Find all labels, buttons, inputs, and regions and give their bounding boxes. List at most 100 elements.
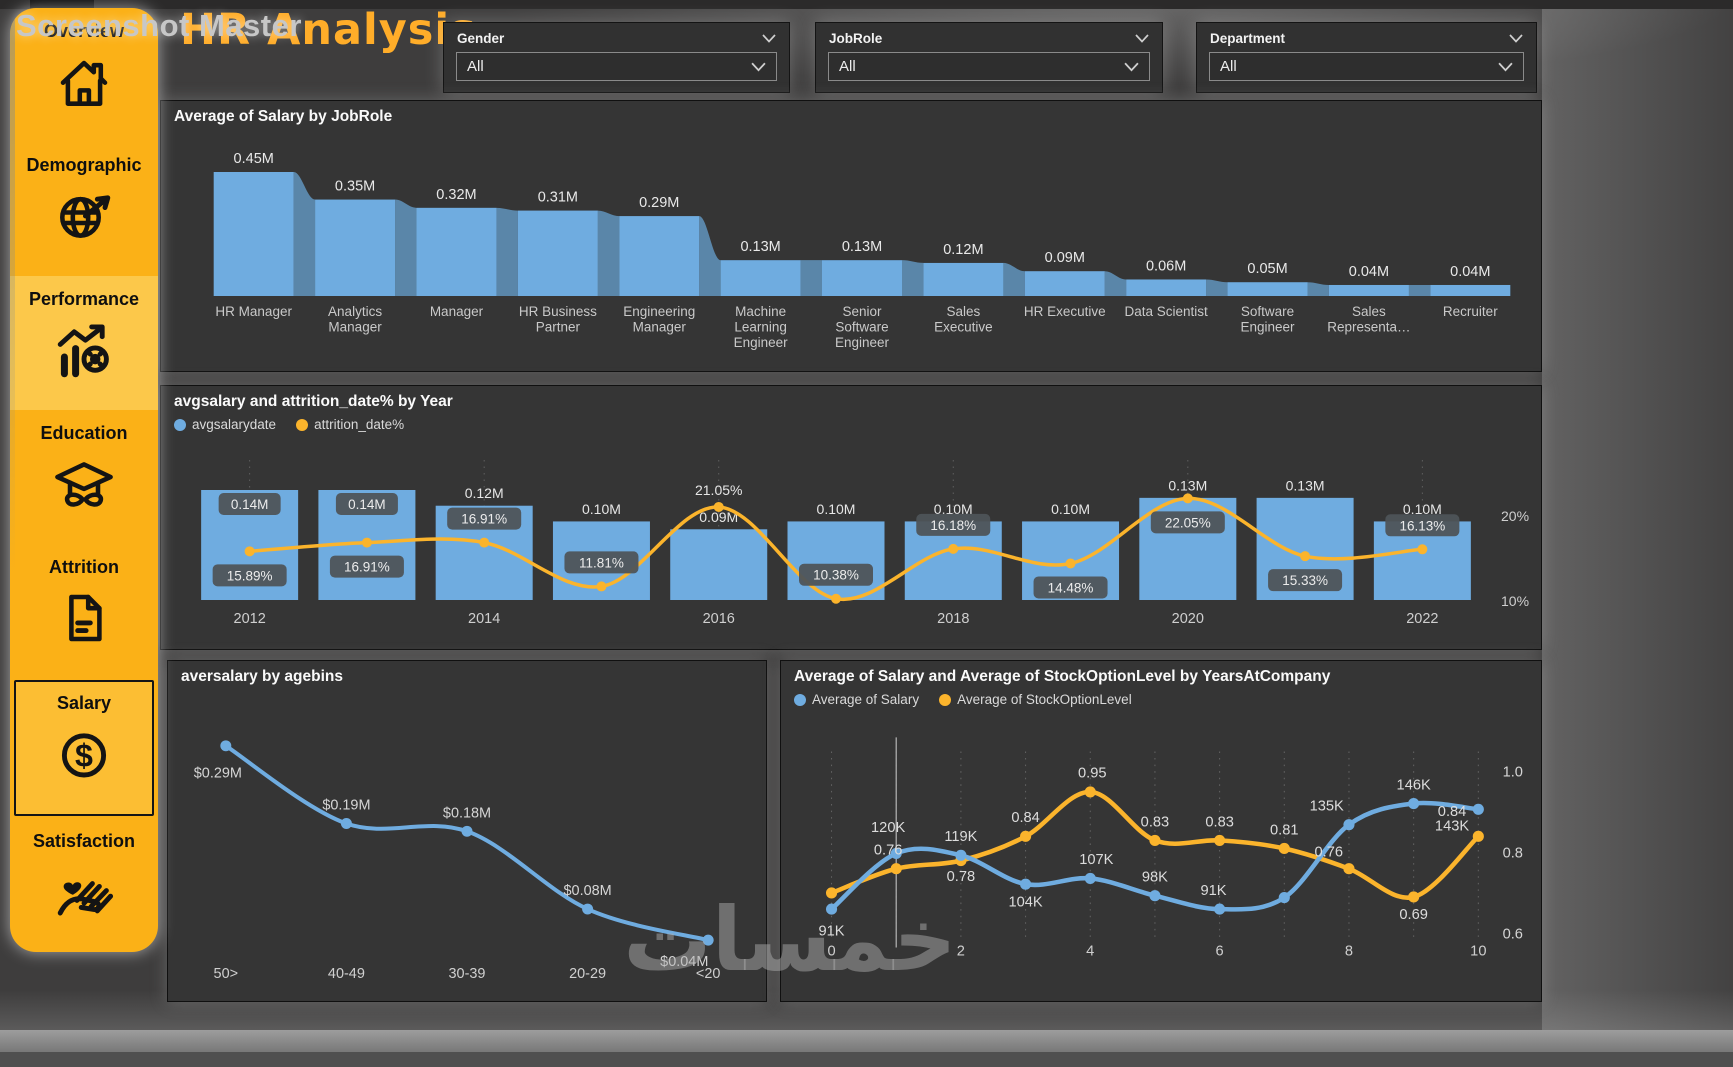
chart-target-icon (57, 324, 109, 378)
bar-recruiter[interactable] (1430, 284, 1511, 296)
bar-hr-business-partner[interactable] (517, 210, 598, 296)
top-strip (0, 0, 1733, 9)
bar-data-scientist[interactable] (1126, 279, 1207, 296)
salary-point-8[interactable] (1343, 819, 1355, 831)
salary-point-5[interactable] (1149, 890, 1161, 902)
data-point-2017[interactable] (831, 593, 841, 604)
sidebar-item-attrition[interactable]: Attrition (10, 544, 158, 678)
stock-point-0[interactable] (825, 887, 838, 899)
stock-point-10[interactable] (1472, 830, 1484, 842)
sidebar-item-salary[interactable]: Salary $ (14, 680, 154, 816)
callout-text: 22.05% (1165, 515, 1211, 530)
x-axis-label: 10 (1470, 944, 1486, 960)
salary-point-2[interactable] (955, 849, 967, 861)
stock-point-3[interactable] (1020, 830, 1032, 842)
data-point-2016[interactable] (713, 501, 724, 512)
page-title: HR Analysis (180, 5, 477, 55)
gender-dropdown[interactable]: All (456, 52, 777, 81)
bar-engineering-manager[interactable] (619, 216, 700, 296)
data-point-2013[interactable] (361, 537, 372, 548)
dropdown-value: All (467, 58, 484, 75)
filter-label: Gender (457, 31, 505, 46)
data-point-2015[interactable] (596, 581, 607, 592)
sidebar-item-label: Salary (56, 693, 112, 713)
salary-point-4[interactable] (1084, 872, 1096, 884)
bar-value-label: 0.09M (699, 509, 738, 525)
sidebar-item-performance[interactable]: Performance (10, 276, 158, 410)
chevron-down-icon[interactable] (1509, 34, 1523, 43)
bar-value-label: 0.13M (1168, 477, 1207, 493)
salary-point-1[interactable] (890, 847, 902, 859)
sidebar-item-demographic[interactable]: Demographic (10, 142, 158, 276)
data-point-30-39[interactable] (461, 825, 473, 837)
stock-point-5[interactable] (1149, 834, 1161, 846)
stock-point-8[interactable] (1343, 863, 1355, 875)
salary-point-9[interactable] (1408, 797, 1420, 810)
data-point-40-49[interactable] (340, 818, 352, 830)
bar-sales-representa[interactable] (1328, 284, 1409, 296)
x-axis-label: 6 (1216, 944, 1224, 960)
stock-point-6[interactable] (1214, 834, 1226, 846)
bar-2016[interactable] (670, 529, 768, 600)
data-point-20[interactable] (702, 934, 714, 946)
salary-point-0[interactable] (825, 903, 838, 915)
sidebar-item-education[interactable]: Education (10, 410, 158, 544)
data-point-20-29[interactable] (582, 903, 594, 915)
jobrole-dropdown[interactable]: All (828, 52, 1150, 81)
bar-sales-executive[interactable] (923, 262, 1004, 296)
bar-analytics-manager[interactable] (315, 199, 396, 296)
chevron-down-icon[interactable] (762, 34, 776, 43)
sidebar-item-satisfaction[interactable]: Satisfaction (10, 818, 158, 952)
salary-point-6[interactable] (1214, 903, 1226, 915)
stock-label: 0.81 (1270, 822, 1299, 838)
stock-point-1[interactable] (890, 863, 902, 875)
bar-2017[interactable] (787, 521, 885, 600)
data-point-2019[interactable] (1065, 558, 1076, 569)
stock-label: 0.76 (874, 843, 903, 859)
bar-hr-executive[interactable] (1024, 271, 1105, 296)
data-point-2022[interactable] (1417, 544, 1428, 555)
chart-title: avgsalary and attrition_date% by Year (174, 393, 453, 410)
ribbon-connector (597, 210, 620, 296)
data-point-2012[interactable] (244, 546, 255, 557)
salary-point-7[interactable] (1278, 892, 1290, 904)
stock-point-4[interactable] (1084, 786, 1096, 798)
salary-point-10[interactable] (1472, 803, 1484, 815)
x-axis-label: 0 (827, 944, 835, 960)
y2-tick: 1.0 (1503, 765, 1523, 781)
legend-dot-blue (794, 693, 806, 706)
ribbon-connector (1408, 284, 1431, 296)
salary-label: 98K (1142, 870, 1168, 886)
sidebar-item-overview[interactable]: Overview (10, 8, 158, 142)
stock-point-7[interactable] (1278, 842, 1290, 855)
line-chart-agebins: $0.29M $0.19M $0.18M $0.08M $0.04M 50> 40-49 30… (194, 740, 720, 982)
callout-text: 0.14M (348, 497, 386, 512)
dropdown-value: All (1220, 58, 1237, 75)
department-dropdown[interactable]: All (1209, 52, 1524, 81)
chart-title: Average of Salary and Average of StockOp… (794, 668, 1331, 685)
bar-machine-learning-engineer[interactable] (720, 260, 801, 296)
data-point-2018[interactable] (948, 543, 959, 554)
data-point-2021[interactable] (1300, 551, 1311, 562)
stock-point-9[interactable] (1408, 891, 1420, 903)
value-label: $0.08M (564, 883, 612, 899)
stock-label: 0.84 (1011, 810, 1040, 826)
watermark-screenshot-master: Screenshot Master (16, 8, 302, 43)
ribbon-connector (902, 260, 924, 296)
salary-label: 143K (1435, 818, 1469, 834)
ribbon-connector (1206, 279, 1228, 296)
legend-label: avgsalarydate (192, 417, 277, 432)
top-strip-black (30, 0, 94, 10)
chevron-down-icon[interactable] (1135, 34, 1149, 43)
salary-point-3[interactable] (1020, 878, 1032, 890)
data-point-50[interactable] (220, 740, 232, 752)
bar-senior-software-engineer[interactable] (822, 260, 902, 296)
stock-label: 0.95 (1078, 766, 1107, 782)
bar-hr-manager[interactable] (213, 172, 294, 296)
bar-manager[interactable] (416, 207, 497, 296)
data-point-2020[interactable] (1182, 493, 1193, 504)
data-point-2014[interactable] (479, 537, 490, 548)
value-label: $0.18M (443, 805, 491, 821)
bar-software-engineer[interactable] (1227, 282, 1308, 296)
x-axis-label: Engineer (734, 335, 789, 350)
